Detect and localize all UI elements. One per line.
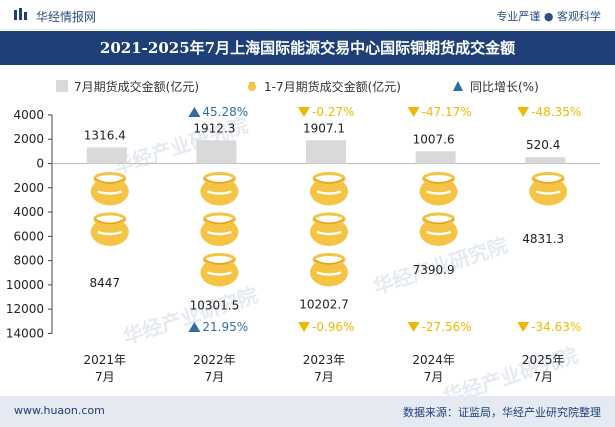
legend-swatch-yoy [453, 81, 463, 91]
x-tick-label: 2021年 [84, 353, 127, 367]
tagline: 专业严谨 ● 客观科学 [496, 10, 601, 23]
bar-monthly [86, 147, 127, 164]
bar-monthly [196, 140, 237, 164]
growth-monthly-label: -47.17% [422, 105, 472, 119]
chart-title: 2021-2025年7月上海国际能源交易中心国际铜期货成交金额 [99, 39, 516, 57]
legend-label-monthly: 7月期货成交金额(亿元) [74, 80, 199, 94]
growth-monthly-down-icon [298, 107, 310, 117]
chart-legend: 7月期货成交金额(亿元) 1-7月期货成交金额(亿元) 同比增长(%) [0, 76, 615, 96]
y-tick-label: 10000 [6, 278, 44, 292]
growth-cumulative-down-icon [407, 322, 420, 332]
y-tick-label: 8000 [13, 254, 44, 268]
pictograph-pot [310, 212, 348, 246]
x-tick-label: 7月 [205, 370, 225, 384]
growth-cumulative-label: -0.96% [312, 320, 354, 334]
pictograph-pot [200, 212, 239, 246]
x-tick-label: 7月 [95, 370, 115, 384]
bar-monthly [415, 151, 456, 164]
y-tick-label: 4000 [13, 205, 44, 219]
y-tick-label: 0 [36, 157, 44, 171]
data-label-cumulative: 10301.5 [190, 299, 240, 313]
x-tick-label: 7月 [424, 370, 444, 384]
x-tick-label: 7月 [314, 370, 334, 384]
legend-label-yoy: 同比增长(%) [470, 80, 539, 94]
bar-monthly [525, 157, 566, 164]
legend-swatch-cumulative [248, 82, 256, 91]
growth-monthly-down-icon [517, 107, 530, 117]
data-label-monthly: 1007.6 [413, 132, 455, 146]
x-tick-label: 7月 [533, 370, 553, 384]
growth-cumulative-up-icon [188, 322, 201, 332]
footer-site: www.huaon.com [14, 404, 105, 417]
growth-cumulative-label: 21.95% [202, 320, 248, 334]
y-tick-label: 6000 [13, 229, 44, 243]
data-label-monthly: 1907.1 [303, 121, 345, 135]
y-tick-label: 4000 [13, 108, 44, 122]
title-bar: 2021-2025年7月上海国际能源交易中心国际铜期货成交金额 [0, 31, 615, 65]
growth-monthly-up-icon [188, 107, 201, 117]
pictograph-pot [419, 172, 458, 206]
growth-monthly-down-icon [407, 107, 420, 117]
growth-monthly-label: 45.28% [202, 105, 248, 119]
pictograph-pot [200, 253, 239, 287]
data-label-cumulative: 7390.9 [413, 263, 455, 277]
pictograph-pot [200, 172, 239, 206]
bar-monthly [306, 140, 346, 164]
pictograph-pot [310, 172, 348, 206]
x-tick-label: 2022年 [193, 353, 236, 367]
x-tick-label: 2023年 [303, 353, 346, 367]
footer: www.huaon.com 数据来源：证监局，华经产业研究院整理 [0, 396, 615, 427]
top-bar: 华经情报网 专业严谨 ● 客观科学 [0, 0, 615, 30]
growth-cumulative-down-icon [517, 322, 530, 332]
growth-cumulative-label: -27.56% [422, 320, 472, 334]
data-label-monthly: 520.4 [526, 138, 560, 152]
data-label-cumulative: 10202.7 [299, 297, 349, 311]
brand-name: 华经情报网 [36, 10, 97, 24]
legend-label-cumulative: 1-7月期货成交金额(亿元) [264, 80, 401, 94]
data-label-cumulative: 8447 [90, 276, 121, 290]
legend-swatch-monthly [56, 80, 68, 92]
pictograph-pot [529, 172, 568, 206]
y-tick-label: 14000 [6, 326, 44, 340]
growth-monthly-label: -48.35% [531, 105, 581, 119]
y-tick-label: 2000 [13, 132, 44, 146]
logo-icon [14, 8, 27, 20]
y-tick-label: 12000 [6, 302, 44, 316]
x-tick-label: 2025年 [522, 353, 565, 367]
growth-monthly-label: -0.27% [312, 105, 354, 119]
growth-cumulative-down-icon [298, 322, 310, 332]
growth-cumulative-label: -34.63% [531, 320, 581, 334]
data-label-cumulative: 4831.3 [522, 232, 564, 246]
data-label-monthly: 1912.3 [193, 121, 235, 135]
data-label-monthly: 1316.4 [84, 129, 126, 143]
pictograph-pot [310, 253, 348, 287]
x-tick-label: 2024年 [412, 353, 455, 367]
footer-source: 数据来源：证监局，华经产业研究院整理 [403, 406, 601, 419]
pictograph-pot [90, 212, 129, 246]
pictograph-pot [419, 212, 458, 246]
y-tick-label: 2000 [13, 181, 44, 195]
pictograph-pot [90, 172, 129, 206]
